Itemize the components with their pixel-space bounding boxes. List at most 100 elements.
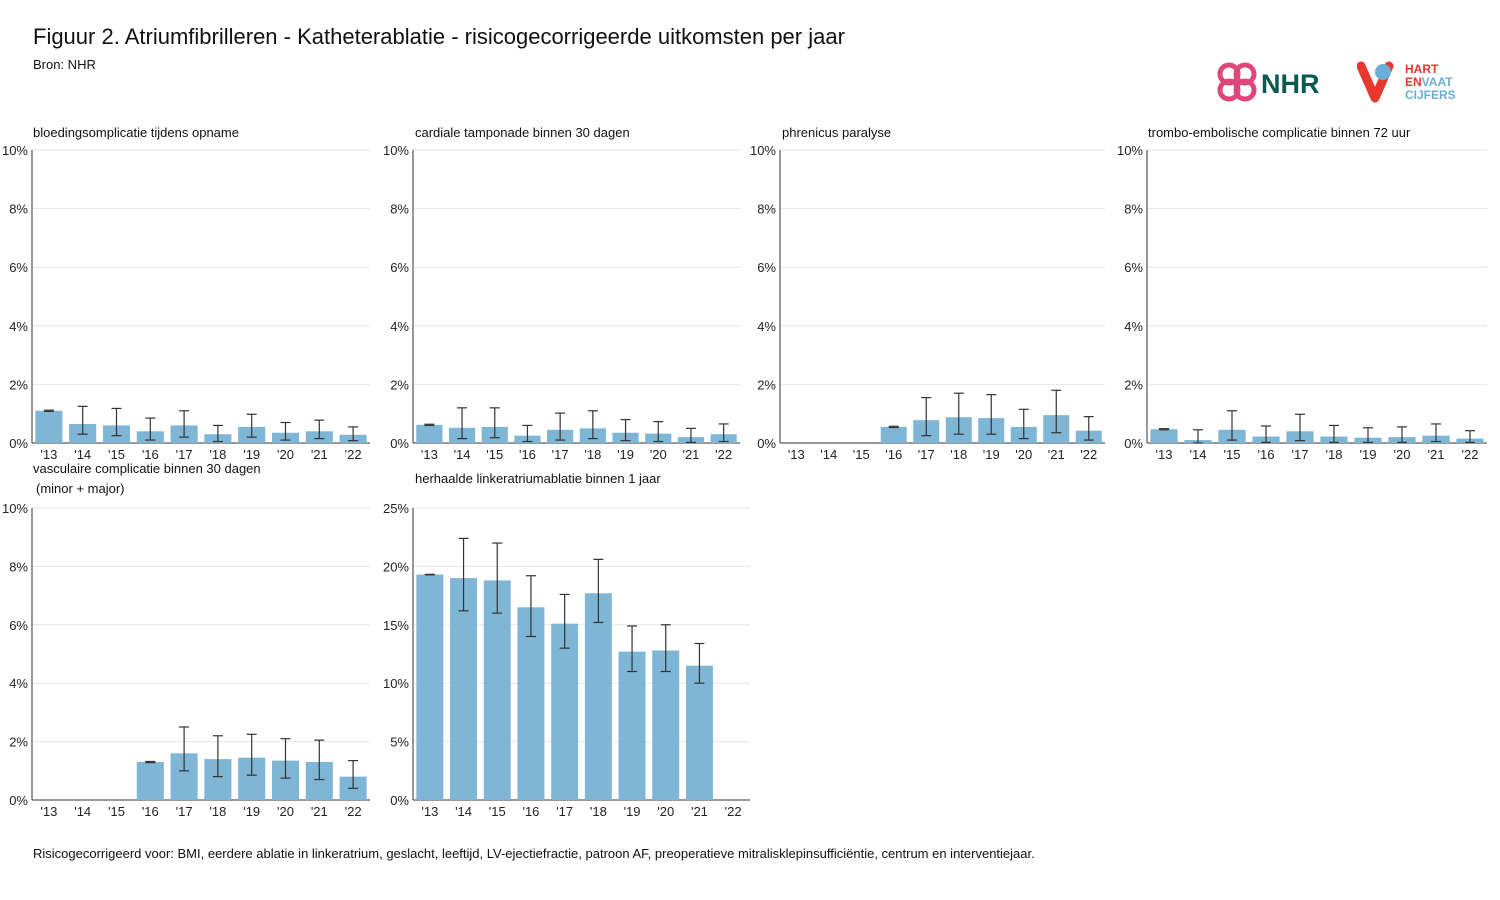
x-tick-label: '13	[40, 804, 57, 819]
x-tick-label: '22	[1080, 447, 1097, 462]
x-tick-label: '17	[1292, 447, 1309, 462]
x-tick-label: '17	[176, 804, 193, 819]
x-tick-label: '21	[1048, 447, 1065, 462]
y-tick-label: 6%	[390, 260, 409, 275]
page-title: Figuur 2. Atriumfibrilleren - Katheterab…	[33, 24, 845, 49]
x-tick-label: '15	[486, 447, 503, 462]
bar	[483, 580, 511, 800]
nhr-logo-text: NHR	[1261, 69, 1320, 99]
x-tick-label: '18	[209, 447, 226, 462]
y-tick-label: 4%	[9, 319, 28, 334]
bar	[416, 424, 443, 443]
svg-text:ENVAAT: ENVAAT	[1405, 75, 1453, 89]
bar	[618, 651, 646, 800]
x-tick-label: '17	[918, 447, 935, 462]
y-tick-label: 10%	[750, 143, 776, 158]
logo-line-2b: VAAT	[1422, 75, 1454, 89]
bar	[136, 762, 164, 800]
bar	[35, 410, 63, 443]
y-tick-label: 0%	[9, 793, 28, 808]
x-tick-label: '18	[950, 447, 967, 462]
nhr-logo: NHR	[1215, 60, 1330, 113]
x-tick-label: '21	[311, 447, 328, 462]
y-tick-label: 8%	[1124, 202, 1143, 217]
logo-line-2a: EN	[1405, 75, 1422, 89]
x-tick-label: '18	[590, 804, 607, 819]
y-tick-label: 0%	[390, 793, 409, 808]
x-tick-label: '16	[522, 804, 539, 819]
x-tick-label: '14	[820, 447, 837, 462]
y-tick-label: 10%	[383, 143, 409, 158]
x-tick-label: '21	[1428, 447, 1445, 462]
x-tick-label: '17	[556, 804, 573, 819]
y-tick-label: 8%	[9, 559, 28, 574]
y-tick-label: 6%	[757, 260, 776, 275]
y-tick-label: 6%	[9, 260, 28, 275]
x-tick-label: '18	[209, 804, 226, 819]
x-tick-label: '16	[1258, 447, 1275, 462]
bar	[416, 574, 444, 800]
x-tick-label: '13	[421, 447, 438, 462]
y-tick-label: 2%	[1124, 377, 1143, 392]
logo-line-1: HART	[1405, 62, 1439, 76]
x-tick-label: '16	[885, 447, 902, 462]
y-tick-label: 0%	[9, 436, 28, 451]
x-tick-label: '18	[584, 447, 601, 462]
y-tick-label: 5%	[390, 735, 409, 750]
x-tick-label: '20	[657, 804, 674, 819]
x-tick-label: '20	[1394, 447, 1411, 462]
x-tick-label: '22	[715, 447, 732, 462]
y-tick-label: 8%	[390, 202, 409, 217]
source-label: Bron: NHR	[33, 57, 96, 72]
x-tick-label: '14	[454, 447, 471, 462]
y-tick-label: 2%	[9, 377, 28, 392]
x-tick-label: '15	[489, 804, 506, 819]
y-tick-label: 15%	[383, 618, 409, 633]
y-tick-label: 6%	[1124, 260, 1143, 275]
x-tick-label: '15	[108, 804, 125, 819]
panel-title: cardiale tamponade binnen 30 dagen	[415, 125, 630, 140]
panel-title: herhaalde linkeratriumablatie binnen 1 j…	[415, 471, 661, 486]
x-tick-label: '15	[1224, 447, 1241, 462]
footnote: Risicogecorrigeerd voor: BMI, eerdere ab…	[33, 846, 1035, 861]
y-tick-label: 4%	[390, 319, 409, 334]
y-tick-label: 10%	[2, 501, 28, 516]
y-tick-label: 4%	[9, 676, 28, 691]
panel-title: trombo-embolische complicatie binnen 72 …	[1148, 125, 1411, 140]
x-tick-label: '19	[624, 804, 641, 819]
y-tick-label: 25%	[383, 501, 409, 516]
x-tick-label: '17	[552, 447, 569, 462]
x-tick-label: '20	[1015, 447, 1032, 462]
x-tick-label: '22	[725, 804, 742, 819]
bar	[584, 593, 612, 800]
panel-title: vasculaire complicatie binnen 30 dagen (m…	[33, 461, 261, 496]
bar	[450, 578, 478, 800]
x-tick-label: '20	[650, 447, 667, 462]
x-tick-label: '22	[345, 447, 362, 462]
x-tick-label: '14	[455, 804, 472, 819]
x-tick-label: '19	[243, 447, 260, 462]
panel-title: bloedingsomplicatie tijdens opname	[33, 125, 239, 140]
bar	[652, 650, 680, 800]
y-tick-label: 2%	[390, 377, 409, 392]
y-tick-label: 0%	[1124, 436, 1143, 451]
y-tick-label: 8%	[9, 202, 28, 217]
y-tick-label: 2%	[757, 377, 776, 392]
bar	[880, 426, 907, 443]
x-tick-label: '15	[853, 447, 870, 462]
x-tick-label: '19	[243, 804, 260, 819]
logo-line-3: CIJFERS	[1405, 88, 1456, 102]
x-tick-label: '14	[74, 804, 91, 819]
x-tick-label: '17	[176, 447, 193, 462]
x-tick-label: '18	[1326, 447, 1343, 462]
x-tick-label: '13	[40, 447, 57, 462]
x-tick-label: '14	[74, 447, 91, 462]
y-tick-label: 10%	[1117, 143, 1143, 158]
x-tick-label: '14	[1190, 447, 1207, 462]
hart-en-vaat-cijfers-logo: HART ENVAAT CIJFERS	[1356, 60, 1472, 113]
x-tick-label: '22	[345, 804, 362, 819]
x-tick-label: '21	[311, 804, 328, 819]
panel-title: phrenicus paralyse	[782, 125, 891, 140]
x-tick-label: '16	[142, 447, 159, 462]
